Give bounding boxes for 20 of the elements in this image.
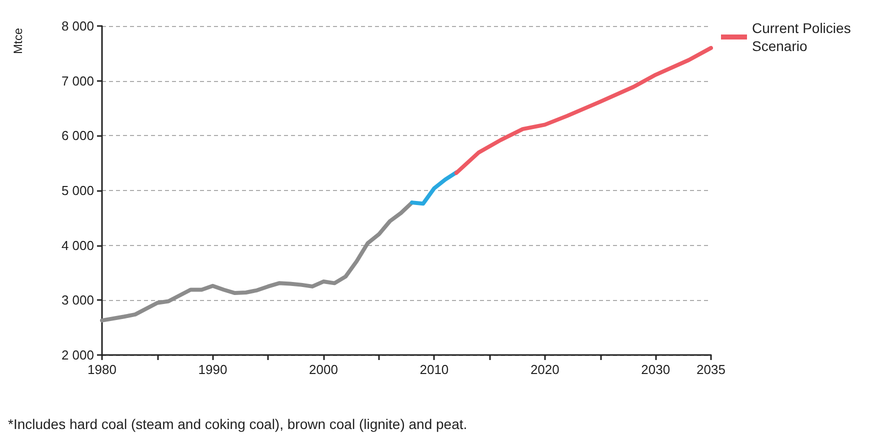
x-tick-label: 1990	[198, 362, 228, 377]
line-series	[410, 170, 458, 206]
y-tick-label: 6 000	[61, 128, 94, 144]
x-tick-label: 1980	[88, 362, 116, 377]
text: *Includes hard coal (steam and coking coal), brown coal (lignite) and peat.	[8, 416, 468, 432]
y-tick-label: 8 000	[61, 18, 94, 34]
line-series	[100, 200, 414, 322]
y-tick-label: 2 000	[61, 348, 94, 362]
x-tick-label: 2010	[420, 362, 449, 377]
y-tick-label: 5 000	[61, 183, 94, 198]
x-tick-label: 2030	[641, 362, 670, 377]
y-tick-label: 7 000	[61, 73, 94, 88]
x-tick-label: 2000	[308, 362, 338, 377]
y-axis-title: Mtce	[11, 28, 25, 54]
x-tick-label: 2020	[530, 362, 560, 377]
legend-label: Current Policies Scenario	[752, 20, 855, 54]
y-tick-label: 3 000	[61, 292, 94, 308]
x-tick-label: 2035	[696, 362, 726, 377]
line-series	[454, 46, 713, 175]
y-tick-label: 4 000	[61, 238, 94, 253]
